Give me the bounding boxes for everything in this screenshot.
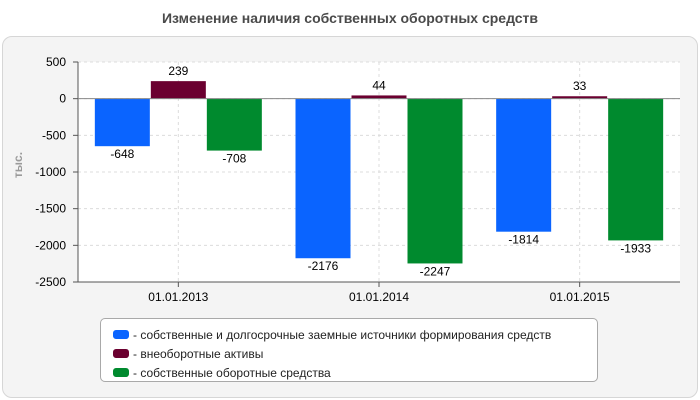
y-tick-label: 500 xyxy=(46,55,66,69)
data-label: -1814 xyxy=(508,233,539,247)
legend-label: - внеоборотные активы xyxy=(133,346,264,361)
bar xyxy=(608,98,664,241)
data-label: 239 xyxy=(168,64,188,78)
bar xyxy=(407,98,463,264)
bar xyxy=(496,98,552,232)
legend-swatch xyxy=(113,368,129,377)
legend-item: - внеоборотные активы xyxy=(113,344,597,363)
legend-label: - собственные оборотные средства xyxy=(133,365,331,380)
y-axis-label: тыс. xyxy=(11,152,25,178)
y-tick-label: -1500 xyxy=(35,202,66,216)
bar xyxy=(94,98,150,147)
data-label: -708 xyxy=(222,152,246,166)
legend: - собственные и долгосрочные заемные ист… xyxy=(100,318,598,382)
bar xyxy=(150,81,206,99)
legend-item: - собственные и долгосрочные заемные ист… xyxy=(113,325,597,344)
bar xyxy=(206,98,262,151)
legend-label: - собственные и долгосрочные заемные ист… xyxy=(133,327,552,342)
data-label: 44 xyxy=(372,78,386,92)
data-label: -2247 xyxy=(420,264,451,278)
legend-item: - собственные оборотные средства xyxy=(113,363,597,382)
y-tick-label: -1000 xyxy=(35,165,66,179)
x-tick-label: 01.01.2014 xyxy=(349,290,409,304)
legend-swatch xyxy=(113,349,129,358)
y-tick-label: -500 xyxy=(42,128,66,142)
y-tick-label: -2000 xyxy=(35,238,66,252)
x-tick-label: 01.01.2015 xyxy=(550,290,610,304)
data-label: 33 xyxy=(573,79,587,93)
bar xyxy=(351,95,407,99)
x-tick-label: 01.01.2013 xyxy=(148,290,208,304)
data-label: -648 xyxy=(110,147,134,161)
bar xyxy=(552,96,608,99)
chart-title: Изменение наличия собственных оборотных … xyxy=(161,10,539,26)
legend-swatch xyxy=(113,330,129,339)
y-tick-label: 0 xyxy=(59,92,66,106)
y-tick-label: -2500 xyxy=(35,275,66,289)
data-label: -2176 xyxy=(308,259,339,273)
data-label: -1933 xyxy=(620,241,651,255)
bar xyxy=(295,98,351,259)
